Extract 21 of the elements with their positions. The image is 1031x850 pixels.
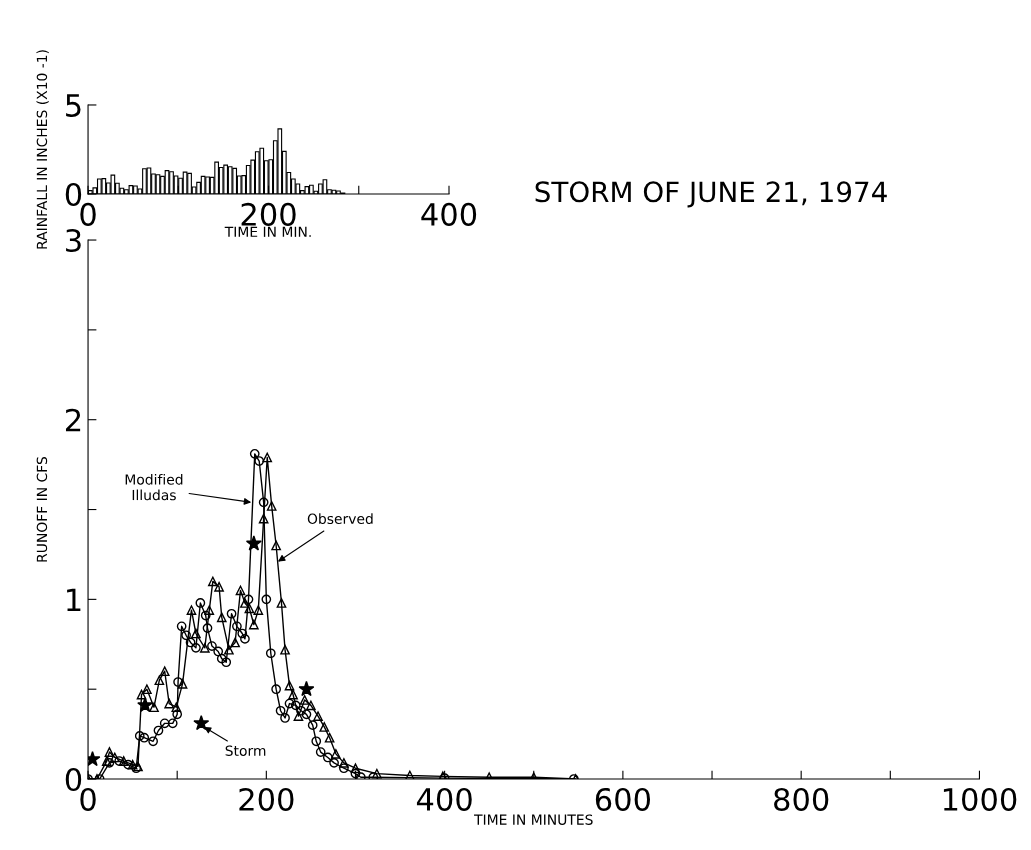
annotation: Modified Illudas [125, 473, 183, 501]
annotation: Observed [307, 513, 373, 524]
x-tick-label: 200 [239, 787, 294, 812]
y-tick-label: 0 [65, 767, 82, 792]
x-tick-label: 600 [595, 787, 651, 812]
y-tick-label: 3 [66, 228, 81, 253]
x-tick-label: 200 [241, 202, 296, 226]
x-axis-title: TIME IN MIN. [224, 226, 311, 237]
x-axis-title: TIME IN MINUTES [474, 814, 593, 825]
y-tick-label: 0 [65, 182, 82, 207]
x-tick-label: 400 [421, 202, 477, 226]
x-tick-label: 800 [774, 787, 829, 812]
y-tick-label: 2 [65, 408, 81, 432]
y-axis-title: RAINFALL IN INCHES (X10 -1) [36, 50, 49, 249]
x-tick-label: 1000 [943, 787, 1017, 812]
y-tick-label: 1 [67, 588, 81, 611]
chart-title: STORM OF JUNE 21, 1974 [535, 181, 887, 208]
y-axis-title: RUNOFF IN CFS [36, 456, 48, 562]
annotation: Storm [225, 745, 266, 756]
x-tick-label: 400 [416, 787, 472, 812]
y-tick-label: 5 [66, 94, 81, 118]
